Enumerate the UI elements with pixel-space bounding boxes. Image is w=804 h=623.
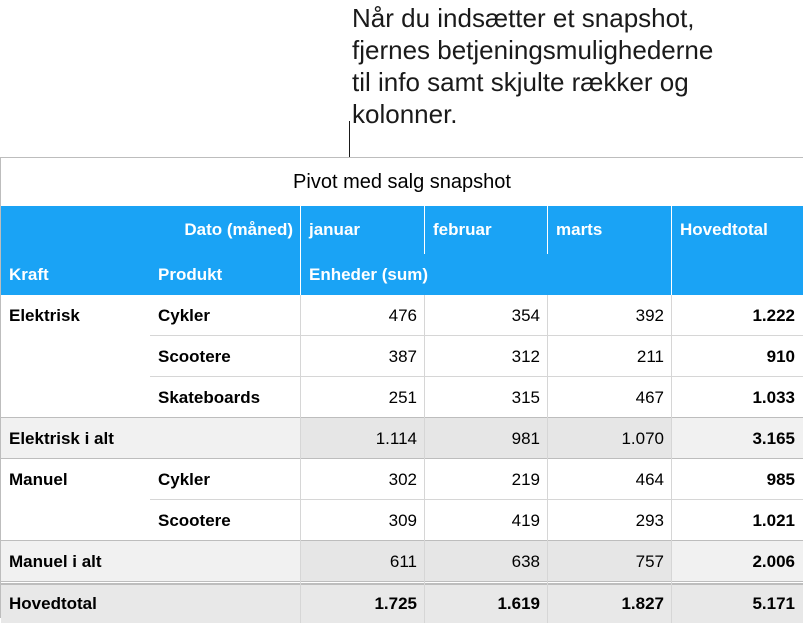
header-kraft-label: Kraft [1,254,150,295]
value-cell: 211 [636,347,664,366]
row-divider [1,458,803,459]
column-divider [547,295,548,623]
header-cell-empty [1,206,150,254]
column-divider [424,295,425,623]
row-divider [1,417,803,418]
value-cell: 419 [511,511,540,530]
value-cell: 1.070 [548,418,672,459]
header-month-1: januar [301,206,425,254]
kraft-cell [1,336,150,377]
callout-leader-line [349,121,350,157]
header-separator [671,254,672,295]
value-cell: 302 [388,470,417,489]
produkt-cell: Cykler [158,470,210,489]
value-cell: 757 [548,541,672,582]
callout-line: kolonner. [352,99,458,129]
value-cell: 315 [511,388,540,407]
row-total-cell: 910 [766,347,795,366]
produkt-cell [150,418,301,459]
header-total-label: Hovedtotal [672,206,803,254]
row-total-cell: 2.006 [672,541,803,582]
value-cell: 464 [635,470,664,489]
grand-total-value: 1.725 [301,585,425,623]
header-month-3: marts [548,206,672,254]
column-divider [671,295,672,623]
row-divider [1,540,803,541]
value-cell: 467 [635,388,664,407]
grand-total-sum: 5.171 [672,585,803,623]
value-cell: 219 [511,470,540,489]
grand-total-value: 1.827 [548,585,672,623]
column-divider [300,295,301,623]
row-divider [150,499,803,500]
row-total-cell: 985 [766,470,795,489]
value-cell: 354 [511,306,540,325]
row-total-cell: 1.033 [752,388,795,407]
value-cell: 476 [388,306,417,325]
header-date-label: Dato (måned) [150,206,301,254]
header-separator [547,206,548,254]
row-divider [1,581,803,582]
row-divider [150,335,803,336]
produkt-cell: Scootere [158,347,231,366]
value-cell: 309 [388,511,417,530]
row-total-cell: 3.165 [672,418,803,459]
subtotal-label: Manuel i alt [1,541,150,582]
produkt-cell: Cykler [158,306,210,325]
grand-total-value: 1.619 [425,585,548,623]
produkt-cell: Scootere [158,511,231,530]
header-month-2: februar [425,206,548,254]
callout-line: til info samt skjulte rækker og [352,67,689,97]
value-cell: 293 [635,511,664,530]
kraft-cell: Elektrisk [9,306,80,325]
grand-total-label: Hovedtotal [1,585,301,623]
pivot-title: Pivot med salg snapshot [293,171,511,193]
row-divider [150,376,803,377]
kraft-cell [1,500,150,541]
header-separator [671,206,672,254]
header-separator [300,254,301,295]
kraft-cell [1,377,150,418]
grand-total-divider [1,583,803,585]
header-cell-empty [672,254,803,295]
header-separator [300,206,301,254]
header-separator [424,206,425,254]
header-units-label: Enheder (sum) [301,254,672,295]
value-cell: 611 [301,541,425,582]
subtotal-label: Elektrisk i alt [1,418,150,459]
value-cell: 1.114 [301,418,425,459]
kraft-cell: Manuel [9,470,68,489]
value-cell: 981 [425,418,548,459]
callout-text: Når du indsætter et snapshot, fjernes be… [352,2,792,130]
callout-line: Når du indsætter et snapshot, [352,3,695,33]
header-produkt-label: Produkt [150,254,301,295]
value-cell: 387 [388,347,417,366]
value-cell: 638 [425,541,548,582]
produkt-cell: Skateboards [158,388,261,407]
value-cell: 392 [635,306,664,325]
row-total-cell: 1.222 [752,306,795,325]
row-total-cell: 1.021 [752,511,795,530]
callout-line: fjernes betjeningsmulighederne [352,35,714,65]
value-cell: 312 [511,347,540,366]
value-cell: 251 [388,388,417,407]
produkt-cell [150,541,301,582]
pivot-table: Pivot med salg snapshot Dato (måned) janu… [0,157,803,623]
